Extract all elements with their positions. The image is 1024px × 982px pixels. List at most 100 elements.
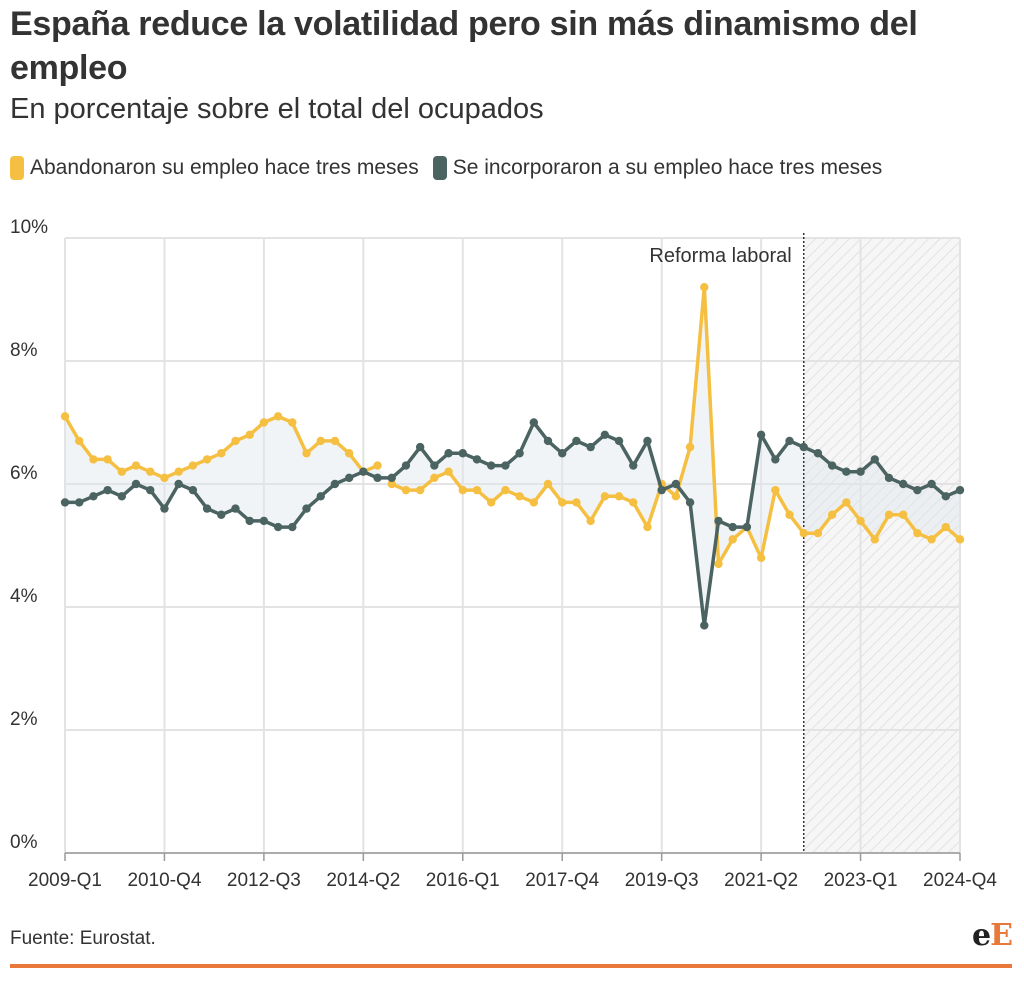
data-point-abandonaron — [174, 467, 183, 476]
data-point-incorporaron — [813, 449, 823, 458]
data-point-abandonaron — [785, 510, 794, 519]
data-point-incorporaron — [558, 449, 567, 458]
data-point-incorporaron — [75, 498, 84, 507]
x-tick-label: 2009-Q1 — [28, 870, 102, 891]
legend-item-incorporaron: Se incorporaron a su empleo hace tres me… — [432, 156, 882, 180]
data-point-incorporaron — [387, 473, 396, 483]
data-point-abandonaron — [60, 412, 70, 421]
data-point-abandonaron — [728, 535, 737, 544]
data-point-abandonaron — [572, 498, 581, 507]
data-point-incorporaron — [941, 492, 950, 501]
data-point-incorporaron — [927, 479, 936, 489]
data-point-abandonaron — [586, 516, 595, 526]
data-point-incorporaron — [302, 504, 311, 513]
bottom-rule — [10, 964, 1012, 968]
data-point-abandonaron — [217, 449, 226, 458]
legend-label-abandonaron: Abandonaron su empleo hace tres meses — [30, 156, 419, 179]
data-point-abandonaron — [643, 522, 652, 532]
data-point-abandonaron — [273, 412, 283, 421]
data-point-abandonaron — [387, 479, 396, 489]
y-tick-label: 2% — [10, 709, 38, 730]
source-note: Fuente: Eurostat. — [10, 928, 156, 949]
y-tick-label: 6% — [10, 463, 38, 484]
data-point-abandonaron — [231, 436, 240, 446]
data-point-abandonaron — [160, 473, 169, 483]
data-point-incorporaron — [501, 461, 510, 470]
gap-band — [65, 287, 960, 626]
data-point-abandonaron — [131, 461, 141, 470]
data-point-abandonaron — [146, 467, 155, 476]
data-point-abandonaron — [813, 529, 823, 538]
data-point-incorporaron — [373, 473, 382, 483]
data-point-incorporaron — [160, 504, 169, 513]
data-point-incorporaron — [188, 485, 198, 495]
x-tick-label: 2024-Q4 — [923, 870, 997, 891]
data-point-incorporaron — [529, 418, 539, 427]
data-point-abandonaron — [629, 498, 638, 507]
reform-annotation-label: Reforma laboral — [649, 245, 791, 267]
data-point-abandonaron — [927, 535, 936, 544]
data-point-incorporaron — [856, 467, 865, 476]
data-point-incorporaron — [515, 449, 524, 458]
data-point-abandonaron — [444, 467, 453, 476]
reform-shaded-area — [803, 238, 960, 853]
data-point-incorporaron — [401, 461, 411, 470]
data-point-abandonaron — [842, 498, 851, 507]
data-point-incorporaron — [685, 498, 695, 507]
x-tick-label: 2016-Q1 — [426, 870, 500, 891]
data-point-incorporaron — [288, 522, 297, 532]
data-point-incorporaron — [884, 473, 894, 483]
data-point-incorporaron — [742, 522, 752, 532]
data-point-incorporaron — [771, 455, 780, 464]
y-tick-label: 10% — [10, 217, 48, 238]
data-point-incorporaron — [614, 436, 624, 446]
data-point-incorporaron — [458, 449, 467, 458]
series-line-incorporaron — [63, 420, 962, 628]
data-point-abandonaron — [884, 510, 894, 519]
data-point-incorporaron — [103, 485, 112, 495]
data-point-incorporaron — [131, 479, 141, 489]
data-point-abandonaron — [771, 485, 780, 495]
data-point-incorporaron — [89, 492, 98, 501]
data-point-incorporaron — [842, 467, 851, 476]
legend-swatch-incorporaron — [432, 156, 447, 180]
data-point-incorporaron — [657, 485, 666, 495]
x-tick-label: 2012-Q3 — [227, 870, 301, 891]
data-point-abandonaron — [913, 529, 922, 538]
data-point-abandonaron — [941, 522, 950, 532]
data-point-incorporaron — [543, 436, 553, 446]
data-point-abandonaron — [486, 498, 496, 507]
data-point-abandonaron — [799, 529, 808, 538]
data-point-abandonaron — [558, 498, 567, 507]
data-point-abandonaron — [415, 485, 425, 495]
legend-swatch-abandonaron — [10, 156, 24, 180]
data-point-abandonaron — [898, 510, 908, 519]
data-point-incorporaron — [714, 516, 723, 526]
data-point-incorporaron — [827, 461, 837, 470]
data-point-incorporaron — [60, 498, 70, 507]
data-point-abandonaron — [316, 436, 325, 446]
x-tick-label: 2010-Q4 — [127, 870, 201, 891]
data-point-incorporaron — [245, 516, 254, 526]
data-point-incorporaron — [344, 473, 354, 483]
data-point-incorporaron — [586, 442, 595, 452]
publisher-logo: eE — [972, 918, 1013, 953]
data-point-incorporaron — [359, 467, 368, 476]
chart-subtitle: En porcentaje sobre el total del ocupado… — [10, 93, 544, 125]
data-point-abandonaron — [75, 436, 84, 446]
data-point-abandonaron — [117, 467, 127, 476]
data-point-incorporaron — [600, 430, 610, 439]
data-point-incorporaron — [472, 455, 482, 464]
data-point-abandonaron — [870, 535, 879, 544]
data-point-incorporaron — [174, 479, 183, 489]
data-point-incorporaron — [415, 442, 425, 452]
data-point-incorporaron — [444, 449, 453, 458]
data-point-abandonaron — [188, 461, 198, 470]
data-point-incorporaron — [870, 455, 879, 464]
data-point-incorporaron — [898, 479, 908, 489]
data-point-abandonaron — [245, 430, 254, 439]
y-tick-label: 8% — [10, 340, 38, 361]
x-tick-label: 2023-Q1 — [824, 870, 898, 891]
data-point-abandonaron — [827, 510, 837, 519]
data-point-abandonaron — [430, 473, 439, 483]
